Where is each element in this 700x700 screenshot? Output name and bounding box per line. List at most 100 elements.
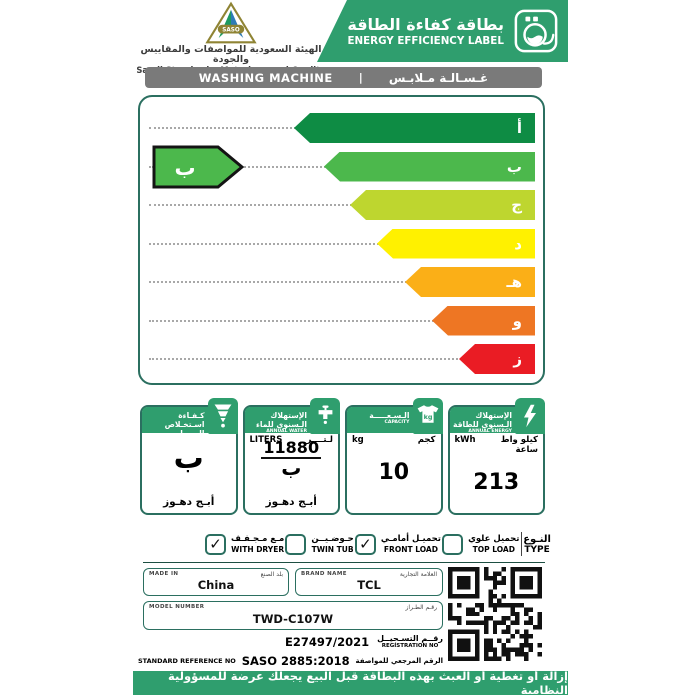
registration-row: E27497/2021 رقــم التسـجيــل REGISTRATIO… — [133, 634, 443, 649]
option-twin-tub: حـوضـيــن TWIN TUB — [285, 533, 354, 555]
washing-machine-icon — [514, 9, 558, 53]
registration-label-english: REGISTRATION NO — [381, 643, 439, 649]
dotted-guide-line — [149, 319, 442, 322]
rating-scale: أ ب ج د هـ و ز ب — [138, 95, 545, 385]
twin-tub-checkbox — [285, 533, 307, 555]
type-label: النـوع TYPE — [523, 534, 551, 555]
metric-title-arabic: الإستهلاك الـسنوي للطاقة — [452, 411, 512, 430]
product-bar-separator: | — [358, 71, 363, 84]
qr-code — [448, 567, 542, 661]
made-in-label: MADE IN — [149, 571, 179, 577]
current-grade-letter: ب — [174, 156, 195, 180]
brand-value: TCL — [357, 578, 381, 592]
grade-arrow-f: و — [432, 305, 535, 336]
model-number-field: MODEL NUMBER رقـم الطـراز TWD-C107W — [143, 601, 443, 630]
standard-label-arabic: الرقم المرجعي للمواصفة — [355, 657, 444, 665]
metric-title-arabic: الإستهلاك الـسنوي للماء — [255, 411, 307, 430]
grade-row-b: ب — [140, 148, 539, 187]
dotted-guide-line — [149, 358, 469, 360]
brand-label: BRAND NAME — [301, 571, 347, 577]
metric-boxes: كـفـاءة اسـتخـلاص الـمـيـاه WATER EXTRAC… — [140, 398, 545, 515]
grade-arrow-a: أ — [294, 113, 535, 143]
grade-letter: أ — [516, 119, 522, 137]
option-label-english: TWIN TUB — [311, 544, 354, 554]
water-consumption-body: LITERS لـتــــر 11880 ب أبـج دهـوز — [245, 433, 339, 513]
energy-consumption-box: الإستهلاك الـسنوي للطاقة ANNUAL ENERGY C… — [447, 398, 545, 515]
registration-label-arabic: رقــم التسـجيــل — [377, 634, 443, 643]
kwh-unit-label: kWh — [454, 435, 476, 445]
wring-towel-icon — [207, 398, 238, 434]
brand-name-field: BRAND NAME العلامة التجارية TCL — [295, 568, 443, 596]
grade-arrow-g: ز — [459, 344, 535, 374]
grade-scale-letters: أبـج دهـوز — [163, 496, 215, 508]
liters-unit-label: LITERS — [249, 435, 283, 445]
water-extraction-grade: ب — [173, 441, 204, 476]
grade-arrow-d: د — [377, 228, 535, 259]
grade-row-d: د — [140, 225, 539, 264]
water-consumption-grade: ب — [281, 456, 302, 480]
capacity-box: kg الـسـعـــــة CAPACITY kg كجم 10 — [345, 398, 443, 515]
dotted-guide-line — [149, 204, 360, 206]
grade-arrow-b: ب — [324, 151, 535, 182]
footer-warning-strip: إزالة أو تغطية أو العبث بهذه البطاقة قبل… — [133, 669, 568, 697]
faucet-icon — [310, 398, 340, 434]
label-title-english: ENERGY EFFICIENCY LABEL — [347, 35, 504, 47]
metric-title-arabic: الـسـعـــــة — [369, 411, 410, 420]
separator-line — [143, 562, 545, 563]
grade-arrow-e: هـ — [405, 267, 535, 297]
grade-row-a: أ — [140, 109, 539, 148]
tshirt-kg-icon: kg — [412, 398, 443, 434]
grade-arrow-c: ج — [350, 190, 535, 220]
option-top-load: تحميل علوي TOP LOAD — [442, 533, 520, 555]
kwh-unit-label-arabic: كيلو واط ساعة — [500, 435, 538, 455]
type-divider — [520, 532, 523, 556]
kg-unit-label-arabic: كجم — [417, 435, 436, 445]
option-label-english: WITH DRYER — [231, 544, 285, 554]
svg-text:SASO: SASO — [222, 27, 240, 33]
grade-letter: هـ — [506, 273, 522, 291]
grade-letter: ب — [506, 157, 522, 176]
option-label-arabic: مـع مـجـفـف — [231, 534, 285, 545]
dotted-guide-line — [149, 242, 387, 245]
option-label-english: FRONT LOAD — [383, 544, 438, 554]
energy-efficiency-label: SASO الهيئة السعودية للمواصفات والمقاييس… — [133, 0, 568, 700]
dotted-guide-line — [149, 127, 304, 129]
lightning-icon — [515, 398, 545, 434]
standard-label-english: STANDARD REFERENCE NO — [138, 657, 236, 665]
standard-reference-number: SASO 2885:2018 — [241, 654, 350, 668]
dotted-guide-line — [149, 281, 415, 283]
title-banner-text: بطاقة كفاءة الطاقة ENERGY EFFICIENCY LAB… — [347, 15, 504, 47]
liters-unit-label-arabic: لـتــــر — [306, 435, 333, 445]
water-extraction-box: كـفـاءة اسـتخـلاص الـمـيـاه WATER EXTRAC… — [140, 398, 238, 515]
grade-row-g: ز — [140, 340, 539, 379]
option-with-dryer: ✓ مـع مـجـفـف WITH DRYER — [205, 533, 285, 555]
option-front-load: ✓ تحميـل أمامـي FRONT LOAD — [354, 533, 441, 555]
grade-row-e: هـ — [140, 263, 539, 302]
metric-title-english: CAPACITY — [384, 420, 410, 426]
machine-type-row: ✓ مـع مـجـفـف WITH DRYER حـوضـيــن TWIN … — [205, 526, 551, 562]
top-load-checkbox — [442, 533, 464, 555]
saso-logo-icon: SASO — [205, 1, 257, 44]
footer-warning-text: إزالة أو تغطية أو العبث بهذه البطاقة قبل… — [168, 669, 568, 697]
grade-scale-letters: أبـج دهـوز — [265, 496, 317, 508]
front-load-checkbox: ✓ — [354, 533, 376, 555]
grade-row-c: ج — [140, 186, 539, 225]
type-label-english: TYPE — [524, 544, 550, 555]
option-label-english: TOP LOAD — [472, 544, 515, 554]
product-name-arabic: غـسـالـة مـلابـس — [388, 70, 489, 85]
standard-reference-row: STANDARD REFERENCE NO SASO 2885:2018 الر… — [138, 654, 443, 668]
grade-letter: د — [514, 234, 522, 253]
grade-row-f: و — [140, 302, 539, 341]
saso-org-name-arabic: الهيئة السعودية للمواصفات والمقاييس والج… — [140, 44, 322, 66]
grade-letter: ز — [513, 350, 522, 368]
product-bar: WASHING MACHINE | غـسـالـة مـلابـس — [145, 67, 542, 88]
made-in-value: China — [197, 578, 235, 592]
option-label-arabic: تحميـل أمامـي — [380, 534, 441, 545]
svg-text:kg: kg — [423, 413, 432, 421]
capacity-value: 10 — [378, 460, 410, 485]
metric-title-arabic: كـفـاءة اسـتخـلاص الـمـيـاه — [164, 411, 205, 439]
option-label-arabic: حـوضـيــن — [311, 534, 354, 545]
with-dryer-checkbox: ✓ — [205, 533, 226, 555]
title-banner: بطاقة كفاءة الطاقة ENERGY EFFICIENCY LAB… — [317, 0, 568, 62]
annual-water-value: 11880 — [261, 438, 322, 459]
